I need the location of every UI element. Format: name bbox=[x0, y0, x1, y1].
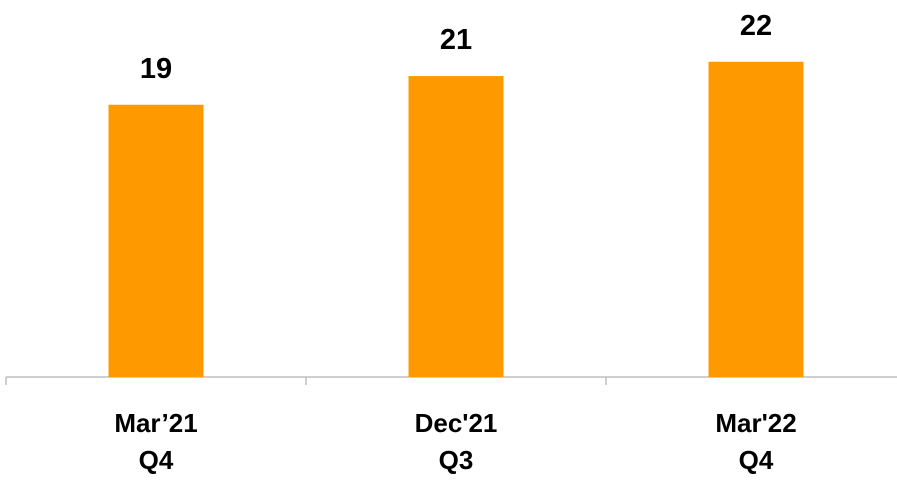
x-tick-label: Mar’21 Q4 bbox=[114, 408, 198, 475]
value-label: 21 bbox=[439, 24, 473, 57]
x-tick-label: Dec'21 Q3 bbox=[414, 408, 498, 475]
value-label: 22 bbox=[739, 9, 773, 42]
bar bbox=[408, 76, 504, 377]
bar bbox=[108, 104, 204, 377]
x-tick-label: Mar'22 Q4 bbox=[715, 408, 797, 475]
bar bbox=[708, 61, 804, 378]
value-label: 19 bbox=[139, 52, 173, 85]
